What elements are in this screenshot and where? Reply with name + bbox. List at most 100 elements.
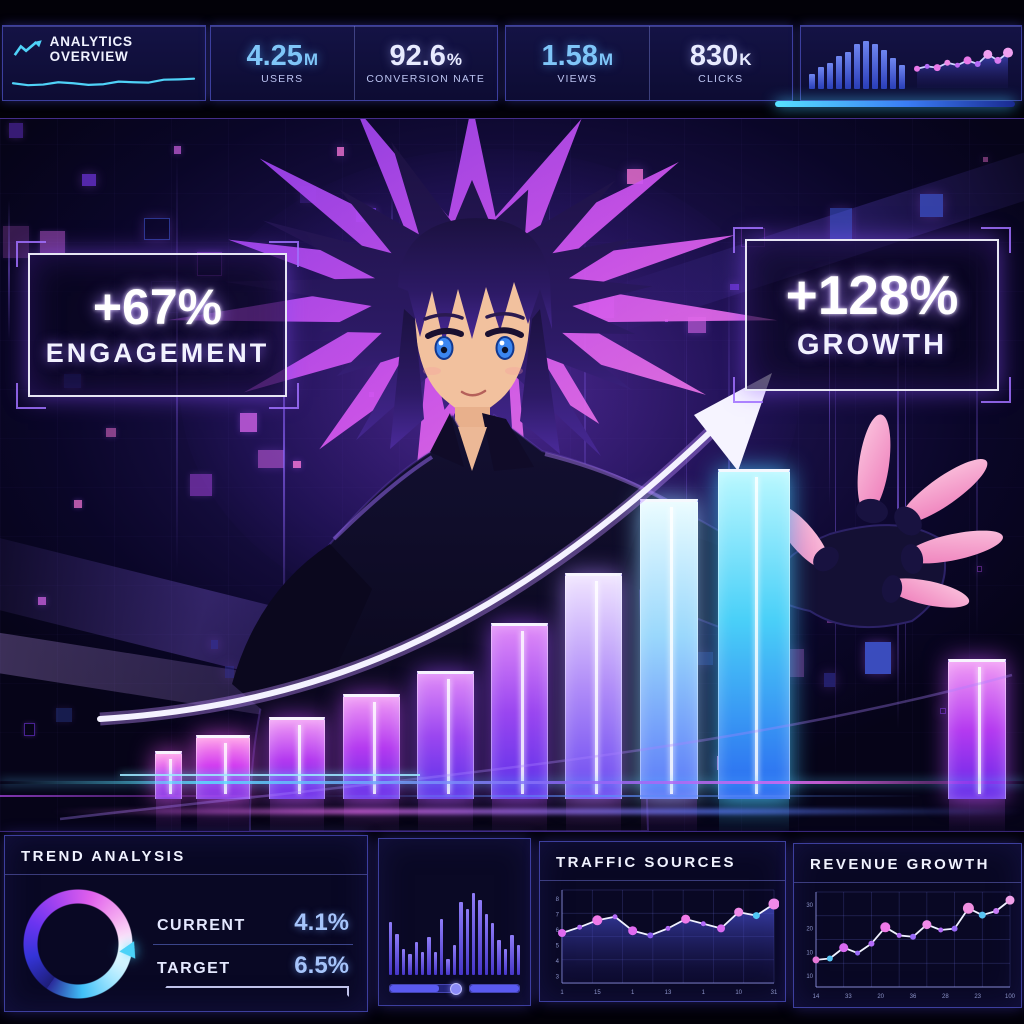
bar (440, 918, 444, 975)
svg-text:23: 23 (974, 994, 981, 1000)
svg-text:28: 28 (942, 994, 949, 1000)
pixel-square (919, 193, 943, 218)
traffic-sources-chart: 1 15 1 13 1 10 31 8 7 6 5 4 3 (556, 889, 779, 996)
data-point (933, 64, 941, 72)
data-point (612, 914, 618, 920)
traffic-sources-title: TRAFFIC SOURCES (540, 842, 785, 881)
svg-text:8: 8 (556, 897, 560, 903)
bar (872, 44, 878, 89)
svg-text:1: 1 (560, 990, 564, 996)
data-point (962, 902, 974, 914)
data-point (812, 956, 820, 964)
data-point (868, 940, 875, 947)
data-point (826, 955, 833, 962)
data-point (938, 927, 944, 933)
svg-text:1: 1 (702, 990, 706, 996)
data-point (717, 924, 725, 933)
bar (809, 74, 815, 89)
bar (827, 63, 833, 89)
vertical-line (8, 200, 10, 340)
pixel-square (976, 566, 983, 572)
svg-text:10: 10 (806, 974, 813, 980)
header-mini-scatter-chart (914, 47, 1013, 88)
gauge-ring (19, 885, 137, 1003)
pixel-square (627, 168, 643, 184)
svg-text:100: 100 (1005, 994, 1015, 1000)
data-point (974, 61, 981, 67)
stat-clicks: 830K CLICKS (648, 26, 793, 100)
bar (459, 902, 463, 975)
bar (503, 949, 508, 975)
pixel-square (9, 122, 23, 139)
equalizer-bar-chart (389, 887, 520, 975)
bar (452, 944, 457, 975)
pixel-square (729, 284, 739, 291)
data-point (914, 65, 920, 72)
data-point (951, 925, 958, 932)
bar (484, 914, 488, 975)
data-point (922, 920, 932, 930)
data-point (896, 932, 902, 938)
bar (854, 44, 860, 89)
bar (491, 923, 495, 975)
bar (471, 892, 476, 975)
data-point (752, 912, 760, 920)
header-mini-charts-panel (800, 25, 1022, 101)
hero-bar (196, 735, 250, 831)
traffic-sources-panel: TRAFFIC SOURCES 1 15 1 13 1 10 31 8 7 6 5 4 3 (539, 841, 786, 1002)
bar (408, 953, 412, 975)
page-title: ANALYTICS OVERVIEW (49, 34, 133, 64)
pixel-square (823, 673, 835, 688)
pixel-square (2, 226, 29, 258)
data-point (700, 921, 706, 927)
svg-text:4: 4 (556, 959, 560, 965)
revenue-growth-panel: REVENUE GROWTH 14 33 20 36 28 23 100 30 20 10 10 (793, 843, 1022, 1008)
pixel-square (982, 157, 989, 162)
hero-bar (491, 623, 548, 831)
bar (836, 55, 842, 89)
vertical-line (897, 285, 899, 730)
bar (818, 66, 824, 89)
bar (516, 944, 520, 975)
equalizer-panel (378, 838, 531, 1006)
bar (433, 951, 437, 975)
bar (863, 40, 869, 89)
hero-bar-chart (0, 119, 1024, 831)
svg-text:13: 13 (665, 990, 672, 996)
svg-text:36: 36 (910, 994, 917, 1000)
trend-arrow-icon (13, 40, 42, 56)
pixel-square (865, 641, 892, 674)
pixel-square (830, 208, 853, 240)
bar (497, 939, 501, 975)
svg-text:10: 10 (735, 990, 742, 996)
data-point (954, 62, 960, 68)
hero-bar (948, 659, 1006, 831)
data-point (978, 911, 986, 919)
data-point (839, 943, 849, 953)
target-row: TARGET 6.5% (153, 943, 353, 987)
pixel-square (24, 722, 35, 736)
svg-text:20: 20 (877, 994, 884, 1000)
data-point (910, 933, 916, 940)
engagement-label: ENGAGEMENT (45, 337, 270, 368)
svg-text:6: 6 (556, 928, 560, 934)
stats-group-1: 4.25M USERS 92.6% CONVERSION NATE (210, 25, 498, 101)
bar (465, 909, 469, 975)
engagement-callout: +67% ENGAGEMENT (16, 241, 299, 409)
trend-analysis-panel: TREND ANALYSIS CURRENT 4.1% TARGET 6.5% (4, 835, 368, 1012)
data-point (558, 929, 566, 938)
data-point (855, 950, 861, 956)
hero-bar (343, 694, 400, 831)
bar (395, 933, 399, 975)
pixel-square (173, 146, 181, 155)
character-hand (758, 414, 1003, 629)
bar (401, 949, 406, 975)
data-point (592, 915, 603, 926)
bar (414, 942, 418, 975)
bar (890, 57, 896, 89)
slider-knob[interactable] (450, 983, 463, 995)
data-point (963, 56, 972, 65)
slider-track[interactable] (389, 983, 463, 995)
progress-track[interactable] (469, 984, 520, 993)
